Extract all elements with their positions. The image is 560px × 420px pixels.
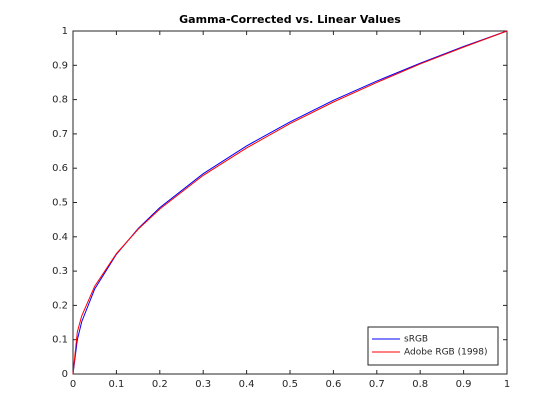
y-tick-label: 0.1 [52, 335, 68, 346]
y-tick-label: 0.3 [52, 266, 68, 277]
legend-box [367, 326, 499, 366]
y-tick-label: 0.8 [52, 95, 68, 106]
y-tick-label: 0.2 [52, 300, 68, 311]
chart-title: Gamma-Corrected vs. Linear Values [179, 13, 401, 26]
x-tick-label: 0.9 [456, 379, 472, 390]
y-tick-label: 1 [62, 26, 68, 37]
legend-label: Adobe RGB (1998) [404, 348, 488, 358]
x-tick-label: 0.3 [195, 379, 211, 390]
x-tick-label: 0.2 [152, 379, 168, 390]
x-tick-label: 0.4 [239, 379, 255, 390]
y-tick-label: 0 [62, 369, 68, 380]
x-tick-label: 0.8 [412, 379, 428, 390]
x-tick-label: 1 [504, 379, 510, 390]
series-line [72, 30, 508, 375]
x-tick-label: 0 [70, 379, 76, 390]
y-tick-label: 0.4 [52, 232, 68, 243]
x-tick-label: 0.7 [369, 379, 385, 390]
y-tick-label: 0.6 [52, 163, 68, 174]
series-line [72, 30, 508, 375]
x-tick-label: 0.1 [108, 379, 124, 390]
y-tick-label: 0.7 [52, 129, 68, 140]
y-tick-label: 0.9 [52, 60, 68, 71]
y-tick-label: 0.5 [52, 198, 68, 209]
x-tick-label: 0.5 [282, 379, 298, 390]
legend-label: sRGB [404, 335, 428, 345]
x-tick-label: 0.6 [325, 379, 341, 390]
axes-box [72, 30, 508, 375]
